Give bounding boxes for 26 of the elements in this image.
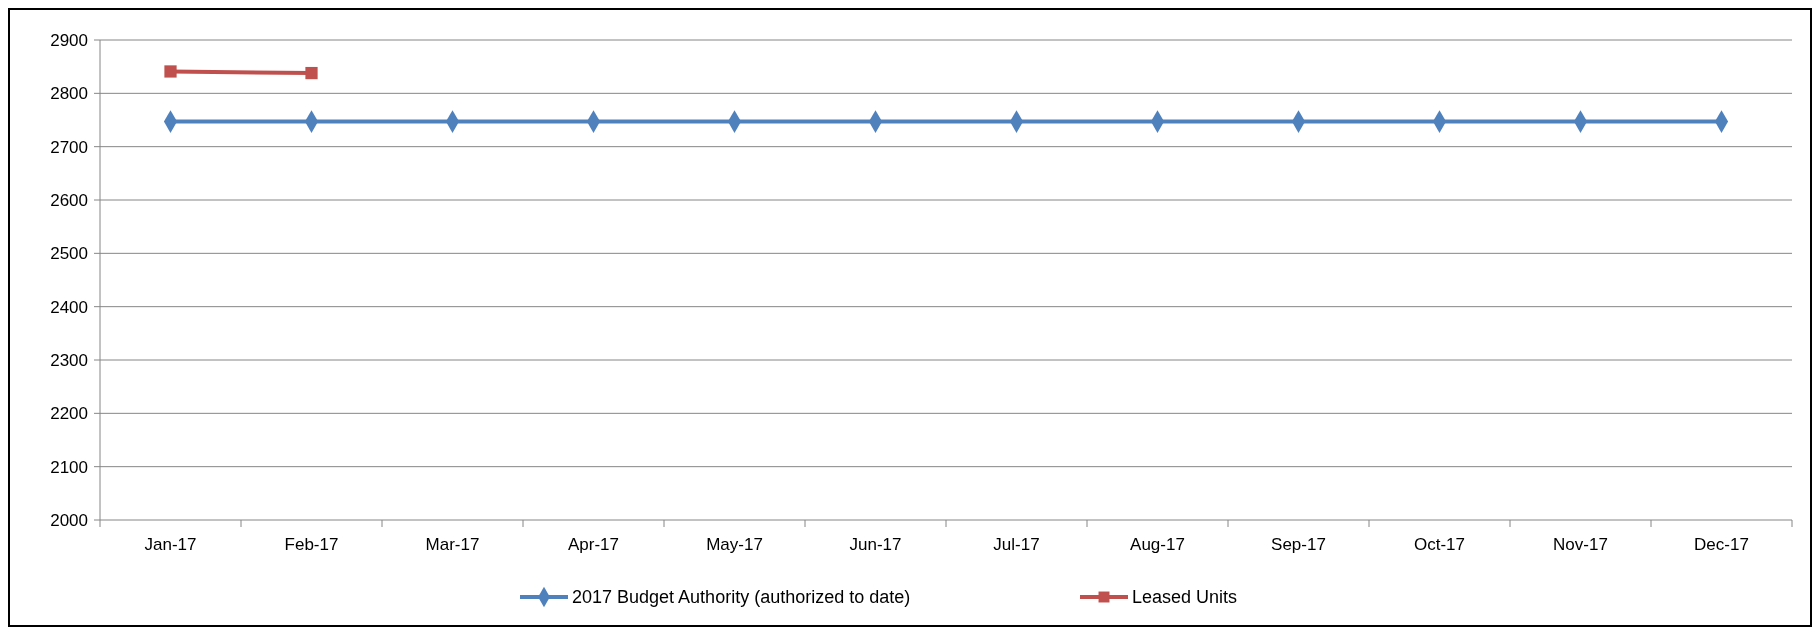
legend-label: 2017 Budget Authority (authorized to date)	[572, 587, 911, 608]
x-tick-label: Jun-17	[849, 535, 902, 554]
x-tick-label: Jan-17	[144, 535, 197, 554]
x-tick-label: May-17	[706, 535, 763, 554]
y-tick-label: 2500	[50, 244, 88, 264]
x-tick-label: Jul-17	[993, 535, 1040, 554]
y-tick-label: 2900	[50, 30, 88, 50]
y-tick-label: 2300	[50, 350, 88, 370]
x-tick-label: Apr-17	[567, 535, 620, 554]
x-tick-label: Nov-17	[1553, 535, 1608, 554]
point	[305, 66, 318, 80]
y-tick-label: 2800	[50, 84, 88, 104]
y-tick-label: 2400	[50, 297, 88, 317]
x-tick-label: Mar-17	[425, 535, 480, 554]
x-tick-label: Dec-17	[1694, 535, 1749, 554]
legend-label: Leased Units	[1132, 587, 1238, 608]
x-tick-label: Aug-17	[1130, 535, 1185, 554]
y-tick-label: 2100	[50, 457, 88, 477]
x-tick-label: Oct-17	[1413, 535, 1466, 554]
y-tick-label: 2000	[50, 510, 88, 530]
y-tick-label: 2200	[50, 404, 88, 424]
y-tick-label: 2700	[50, 137, 88, 157]
x-tick-label: Feb-17	[284, 535, 339, 554]
x-tick-label: Sep-17	[1271, 535, 1326, 554]
point	[164, 65, 177, 78]
y-tick-label: 2600	[50, 190, 88, 210]
